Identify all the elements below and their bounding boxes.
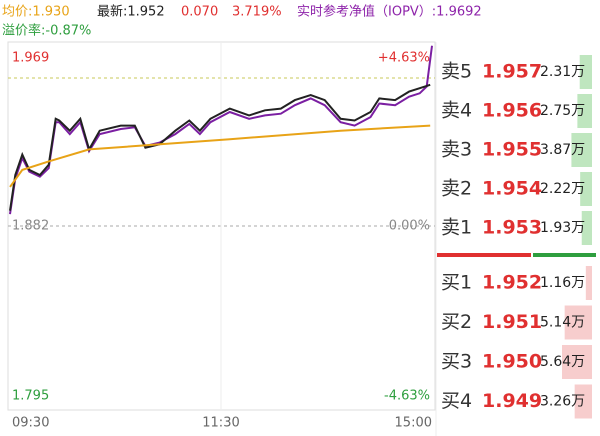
volume-bar xyxy=(585,266,592,300)
level-volume: 1.93万 xyxy=(540,220,585,236)
avg-price: 均价:1.930 xyxy=(2,5,70,20)
x-tick-label: 09:30 xyxy=(12,416,49,431)
volume-bar xyxy=(562,345,592,379)
level-volume: 3.87万 xyxy=(540,142,585,158)
change-pct: 3.719% xyxy=(232,5,282,20)
level-label: 买4 xyxy=(441,390,472,412)
level-price: 1.957 xyxy=(482,61,542,83)
level-price: 1.951 xyxy=(482,311,542,333)
level-price: 1.956 xyxy=(482,100,542,122)
level-volume: 3.26万 xyxy=(540,394,585,410)
level-label: 买3 xyxy=(441,351,472,373)
volume-bar xyxy=(579,55,592,89)
level-price: 1.952 xyxy=(482,272,542,294)
premium: 溢价率:-0.87% xyxy=(2,23,91,39)
level-price: 1.954 xyxy=(482,178,542,200)
y-tick-label: 1.969 xyxy=(12,51,49,66)
volume-bar xyxy=(564,305,592,340)
x-tick-label: 15:00 xyxy=(395,416,432,431)
level-price: 1.950 xyxy=(482,351,542,373)
level-label: 卖1 xyxy=(441,217,472,239)
level-volume: 1.16万 xyxy=(540,275,585,291)
level-volume: 5.64万 xyxy=(540,354,585,370)
level-label: 卖2 xyxy=(441,178,472,200)
level-volume: 5.14万 xyxy=(540,315,585,331)
level-volume: 2.22万 xyxy=(540,181,585,197)
level-price: 1.953 xyxy=(482,217,542,239)
y2-tick-label: -4.63% xyxy=(384,389,430,404)
level-label: 卖4 xyxy=(441,100,472,122)
y-tick-label: 1.882 xyxy=(12,219,49,234)
y2-tick-label: 0.00% xyxy=(389,219,430,234)
volume-bar xyxy=(581,211,592,245)
latest-price: 最新:1.952 xyxy=(97,4,165,20)
price-line xyxy=(9,124,431,188)
level-label: 买1 xyxy=(441,272,472,294)
level-volume: 2.75万 xyxy=(540,103,585,119)
volume-bar xyxy=(574,384,592,419)
y2-tick-label: +4.63% xyxy=(378,51,430,66)
level-label: 卖3 xyxy=(441,139,472,161)
iopv: 实时参考净值（IOPV）:1.9692 xyxy=(297,4,482,20)
level-label: 买2 xyxy=(441,311,472,333)
volume-bar xyxy=(571,133,592,167)
volume-bar xyxy=(580,172,592,206)
change: 0.070 xyxy=(181,5,218,20)
level-label: 卖5 xyxy=(441,61,472,83)
y-tick-label: 1.795 xyxy=(12,389,49,404)
level-volume: 2.31万 xyxy=(540,64,585,80)
price-line xyxy=(9,83,431,211)
volume-bar xyxy=(577,94,592,128)
level-price: 1.955 xyxy=(482,139,542,161)
level-price: 1.949 xyxy=(482,390,542,412)
x-tick-label: 11:30 xyxy=(202,416,239,431)
